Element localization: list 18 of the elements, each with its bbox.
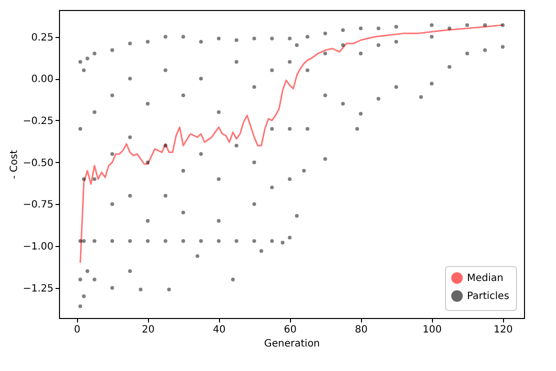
y-tick-label: 0.25 xyxy=(31,32,54,44)
x-axis-title: Generation xyxy=(264,338,320,350)
y-tick-label: −0.50 xyxy=(22,158,54,169)
y-axis-title: - Cost xyxy=(8,150,20,180)
x-tick-label: 20 xyxy=(142,324,155,336)
x-tick-label: 60 xyxy=(284,324,297,336)
x-tick-label: 80 xyxy=(354,324,368,336)
x-tick-label: 0 xyxy=(74,324,80,336)
y-tick-label: 0.00 xyxy=(31,74,54,86)
x-tick-label: 100 xyxy=(422,324,442,336)
x-tick-label: 40 xyxy=(212,324,226,336)
legend-label: Particles xyxy=(467,291,510,302)
y-tick-label: −1.25 xyxy=(22,283,54,294)
legend-label: Median xyxy=(467,273,504,284)
y-tick-label: −0.25 xyxy=(22,116,54,127)
x-tick-label: 120 xyxy=(494,324,513,336)
y-tick-label: −1.00 xyxy=(22,242,54,253)
y-tick-label: −0.75 xyxy=(22,200,54,211)
